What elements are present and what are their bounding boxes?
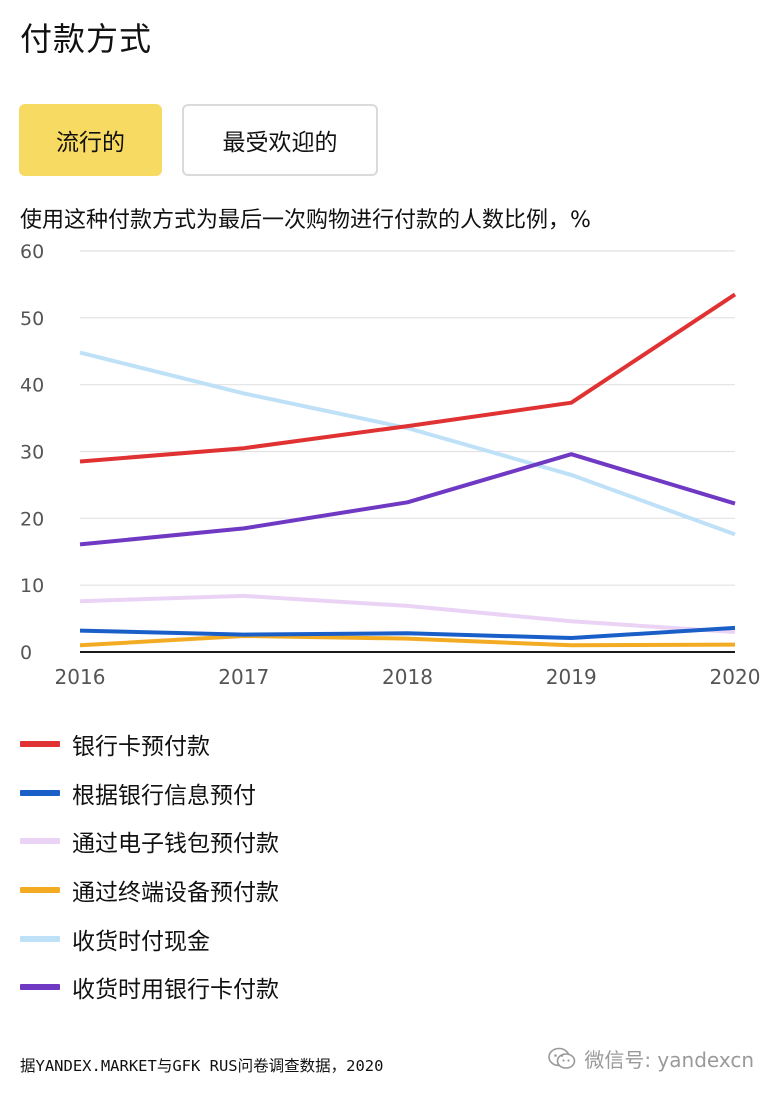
chart-subtitle: 使用这种付款方式为最后一次购物进行付款的人数比例，% — [20, 208, 591, 233]
tab-most-liked[interactable]: 最受欢迎的 — [182, 104, 378, 176]
chart-legend: 银行卡预付款根据银行信息预付 通过电子钱包预付款 通过终端设备预付款 收货时付现金收货… — [20, 720, 279, 1012]
tab-popular[interactable]: 流行的 — [19, 104, 162, 176]
series-line — [79, 625, 736, 640]
line-chart: 0 10 20 30 40 50 60 2016 2017 2018 2019 2020 — [20, 241, 761, 689]
y-tick-label: 40 — [20, 375, 44, 397]
legend-swatch — [20, 838, 60, 845]
legend-label: 根据银行信息预付 — [72, 782, 256, 809]
series-line — [79, 350, 736, 537]
legend-label: 收货时用银行卡付款 — [72, 977, 279, 1004]
legend-label: 通过电子钱包预付款 — [72, 831, 279, 858]
y-tick-label: 50 — [20, 308, 44, 330]
page-title: 付款方式 — [20, 20, 153, 58]
series-line — [79, 452, 736, 547]
legend-swatch — [20, 789, 60, 796]
legend-swatch — [20, 935, 60, 942]
legend-label: 收货时付现金 — [72, 928, 210, 955]
legend-item: 通过终端设备预付款 — [20, 866, 279, 915]
tab-popular-label: 流行的 — [56, 130, 125, 156]
legend-swatch — [20, 984, 60, 991]
y-tick-label: 60 — [20, 241, 44, 263]
x-tick-label: 2020 — [710, 665, 761, 689]
x-tick-label: 2016 — [55, 665, 106, 689]
legend-label: 通过终端设备预付款 — [72, 880, 279, 907]
legend-swatch — [20, 887, 60, 894]
y-tick-label: 20 — [20, 508, 44, 530]
legend-item: 收货时付现金 — [20, 914, 279, 963]
legend-item: 通过电子钱包预付款 — [20, 817, 279, 866]
legend-swatch — [20, 741, 60, 748]
series-line — [79, 292, 737, 464]
source-note: 据YANDEX.MARKET与GFK RUS问卷调查数据，2020 — [20, 1057, 384, 1075]
tab-most-liked-label: 最受欢迎的 — [222, 130, 338, 156]
x-tick-label: 2018 — [382, 665, 433, 689]
x-tick-label: 2017 — [218, 665, 269, 689]
legend-item: 收货时用银行卡付款 — [20, 963, 279, 1012]
series-line — [79, 593, 736, 634]
legend-item: 银行卡预付款 — [20, 720, 279, 769]
x-tick-label: 2019 — [546, 665, 597, 689]
legend-label: 银行卡预付款 — [72, 734, 210, 761]
y-tick-label: 0 — [20, 642, 32, 664]
y-tick-label: 30 — [20, 442, 44, 464]
y-tick-label: 10 — [20, 575, 44, 597]
series-line — [79, 634, 736, 648]
legend-item: 根据银行信息预付 — [20, 769, 279, 818]
watermark: 微信号: yandexcn — [548, 1044, 754, 1073]
wechat-icon — [548, 1047, 576, 1069]
watermark-text: 微信号: yandexcn — [584, 1048, 754, 1072]
